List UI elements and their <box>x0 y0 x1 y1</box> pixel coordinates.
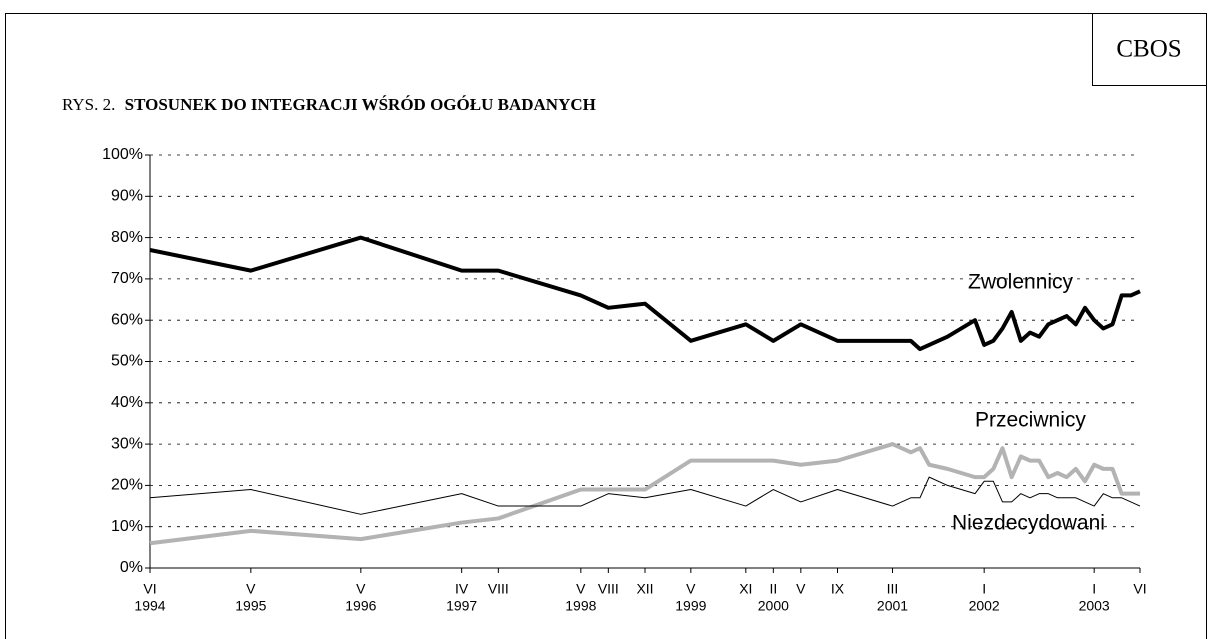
x-tick-label: IX <box>831 581 845 597</box>
x-tick-label: IV <box>455 581 469 597</box>
y-tick-label: 10% <box>111 518 143 535</box>
year-label: 1994 <box>134 598 165 614</box>
year-label: 1995 <box>235 598 266 614</box>
year-label: 2003 <box>1079 598 1110 614</box>
y-tick-label: 40% <box>111 394 143 411</box>
series-line <box>149 442 1140 546</box>
year-label: 2002 <box>969 598 1000 614</box>
x-tick-label: V <box>796 581 806 597</box>
series-label: Niezdecydowani <box>952 512 1105 535</box>
x-tick-label: VI <box>143 581 156 597</box>
x-tick-label: VI <box>1133 581 1146 597</box>
y-tick-label: 70% <box>111 270 143 287</box>
y-tick-label: 100% <box>102 146 143 163</box>
corner-label: CBOS <box>1116 36 1181 63</box>
x-tick-label: I <box>1092 581 1096 597</box>
x-tick-label: V <box>356 581 366 597</box>
series-line <box>149 476 1141 515</box>
x-tick-label: I <box>982 581 986 597</box>
x-tick-label: V <box>246 581 256 597</box>
year-label: 1998 <box>565 598 596 614</box>
y-tick-label: 60% <box>111 311 143 328</box>
x-tick-label: II <box>769 581 777 597</box>
y-tick-label: 90% <box>111 188 143 205</box>
x-tick-label: V <box>686 581 696 597</box>
x-tick-label: V <box>576 581 586 597</box>
x-tick-label: III <box>887 581 899 597</box>
year-label: 1997 <box>446 598 477 614</box>
year-label: 2000 <box>758 598 789 614</box>
x-tick-label: VIII <box>598 581 619 597</box>
series-label: Przeciwnicy <box>975 409 1086 432</box>
y-tick-label: 80% <box>111 229 143 246</box>
frame <box>5 13 1207 639</box>
y-tick-label: 30% <box>111 435 143 452</box>
x-tick-label: XI <box>739 581 752 597</box>
title-prefix: RYS. 2. <box>62 95 115 114</box>
corner-box <box>1092 13 1207 86</box>
series-line <box>149 235 1141 352</box>
year-label: 2001 <box>877 598 908 614</box>
title-main: STOSUNEK DO INTEGRACJI WŚRÓD OGÓŁU BADAN… <box>125 95 596 114</box>
year-label: 1996 <box>345 598 376 614</box>
x-tick-label: VIII <box>488 581 509 597</box>
x-tick-label: XII <box>636 581 653 597</box>
y-tick-label: 50% <box>111 353 143 370</box>
y-tick-label: 0% <box>120 559 143 576</box>
series-label: Zwolennicy <box>968 271 1074 294</box>
y-tick-label: 20% <box>111 477 143 494</box>
year-label: 1999 <box>675 598 706 614</box>
chart-title: RYS. 2. STOSUNEK DO INTEGRACJI WŚRÓD OGÓ… <box>62 95 596 114</box>
